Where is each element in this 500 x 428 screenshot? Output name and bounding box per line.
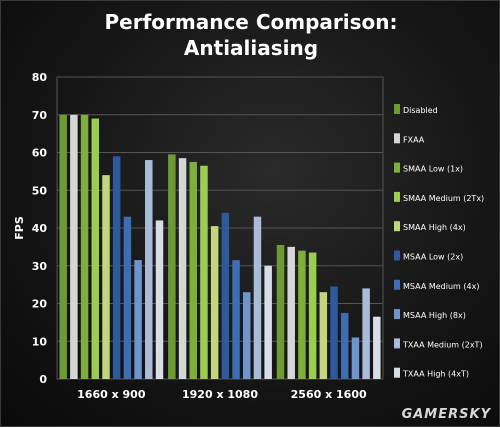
bar	[178, 158, 187, 379]
bar	[308, 252, 317, 379]
chart-title: Performance Comparison:	[104, 10, 398, 34]
y-tick-label: 50	[32, 184, 48, 197]
legend-swatch	[394, 338, 400, 349]
watermark-logo: GAMERSKY	[401, 407, 491, 422]
bar	[298, 250, 306, 379]
chart-subtitle: Antialiasing	[183, 36, 319, 60]
y-tick-label: 70	[32, 109, 48, 122]
bar	[59, 114, 67, 379]
legend-swatch	[394, 367, 400, 378]
bar	[253, 216, 262, 379]
y-tick-label: 0	[39, 373, 47, 386]
legend-label: MSAA High (8x)	[403, 311, 466, 320]
x-tick-label: 1920 x 1080	[182, 388, 258, 401]
bar	[155, 220, 164, 379]
bar	[243, 292, 251, 379]
bar	[70, 114, 78, 379]
x-tick-label: 2560 x 1600	[291, 388, 367, 401]
bar	[319, 292, 328, 379]
legend-label: TXAA Medium (2xT)	[402, 340, 483, 349]
bar	[221, 212, 230, 379]
bar	[134, 260, 142, 379]
legend-swatch	[394, 104, 400, 114]
bar	[80, 114, 89, 379]
bar	[112, 156, 121, 379]
bar	[168, 154, 176, 379]
legend-label: MSAA Low (2x)	[403, 253, 463, 262]
legend-swatch	[394, 221, 400, 232]
bar	[91, 118, 100, 380]
legend-label: TXAA High (4xT)	[402, 370, 469, 379]
bar	[232, 260, 240, 379]
bar	[340, 312, 349, 379]
y-axis-label: FPS	[13, 216, 26, 240]
legend-swatch	[394, 191, 400, 202]
bar	[145, 160, 153, 379]
legend-swatch	[394, 162, 400, 173]
bar	[189, 161, 197, 379]
bar	[210, 226, 219, 379]
bar	[276, 244, 285, 379]
y-tick-label: 60	[32, 147, 48, 160]
x-tick-label: 1660 x 900	[77, 388, 146, 401]
legend-swatch	[394, 250, 400, 261]
y-tick-label: 30	[32, 260, 48, 273]
bar	[330, 286, 338, 379]
legend-label: SMAA Medium (2Tx)	[403, 194, 484, 203]
chart-title-block: Performance Comparison: Antialiasing	[1, 9, 500, 61]
legend-label: SMAA Low (1x)	[403, 165, 463, 174]
legend-swatch	[394, 279, 400, 290]
bar	[123, 216, 132, 379]
y-tick-label: 10	[32, 335, 48, 348]
y-tick-label: 40	[32, 222, 48, 235]
legend-label: FXAA	[403, 135, 425, 144]
bar	[373, 316, 381, 379]
y-tick-label: 80	[32, 71, 48, 84]
bar	[287, 246, 295, 379]
bar	[200, 165, 208, 379]
bar	[264, 265, 272, 379]
bar	[102, 175, 110, 379]
legend-label: SMAA High (4x)	[403, 223, 466, 232]
bar	[362, 288, 370, 379]
legend-label: Disabled	[403, 106, 438, 115]
legend-swatch	[394, 309, 400, 320]
y-tick-label: 20	[32, 298, 48, 311]
legend-swatch	[394, 133, 400, 144]
bar	[351, 337, 360, 379]
legend-label: MSAA Medium (4x)	[403, 282, 479, 291]
